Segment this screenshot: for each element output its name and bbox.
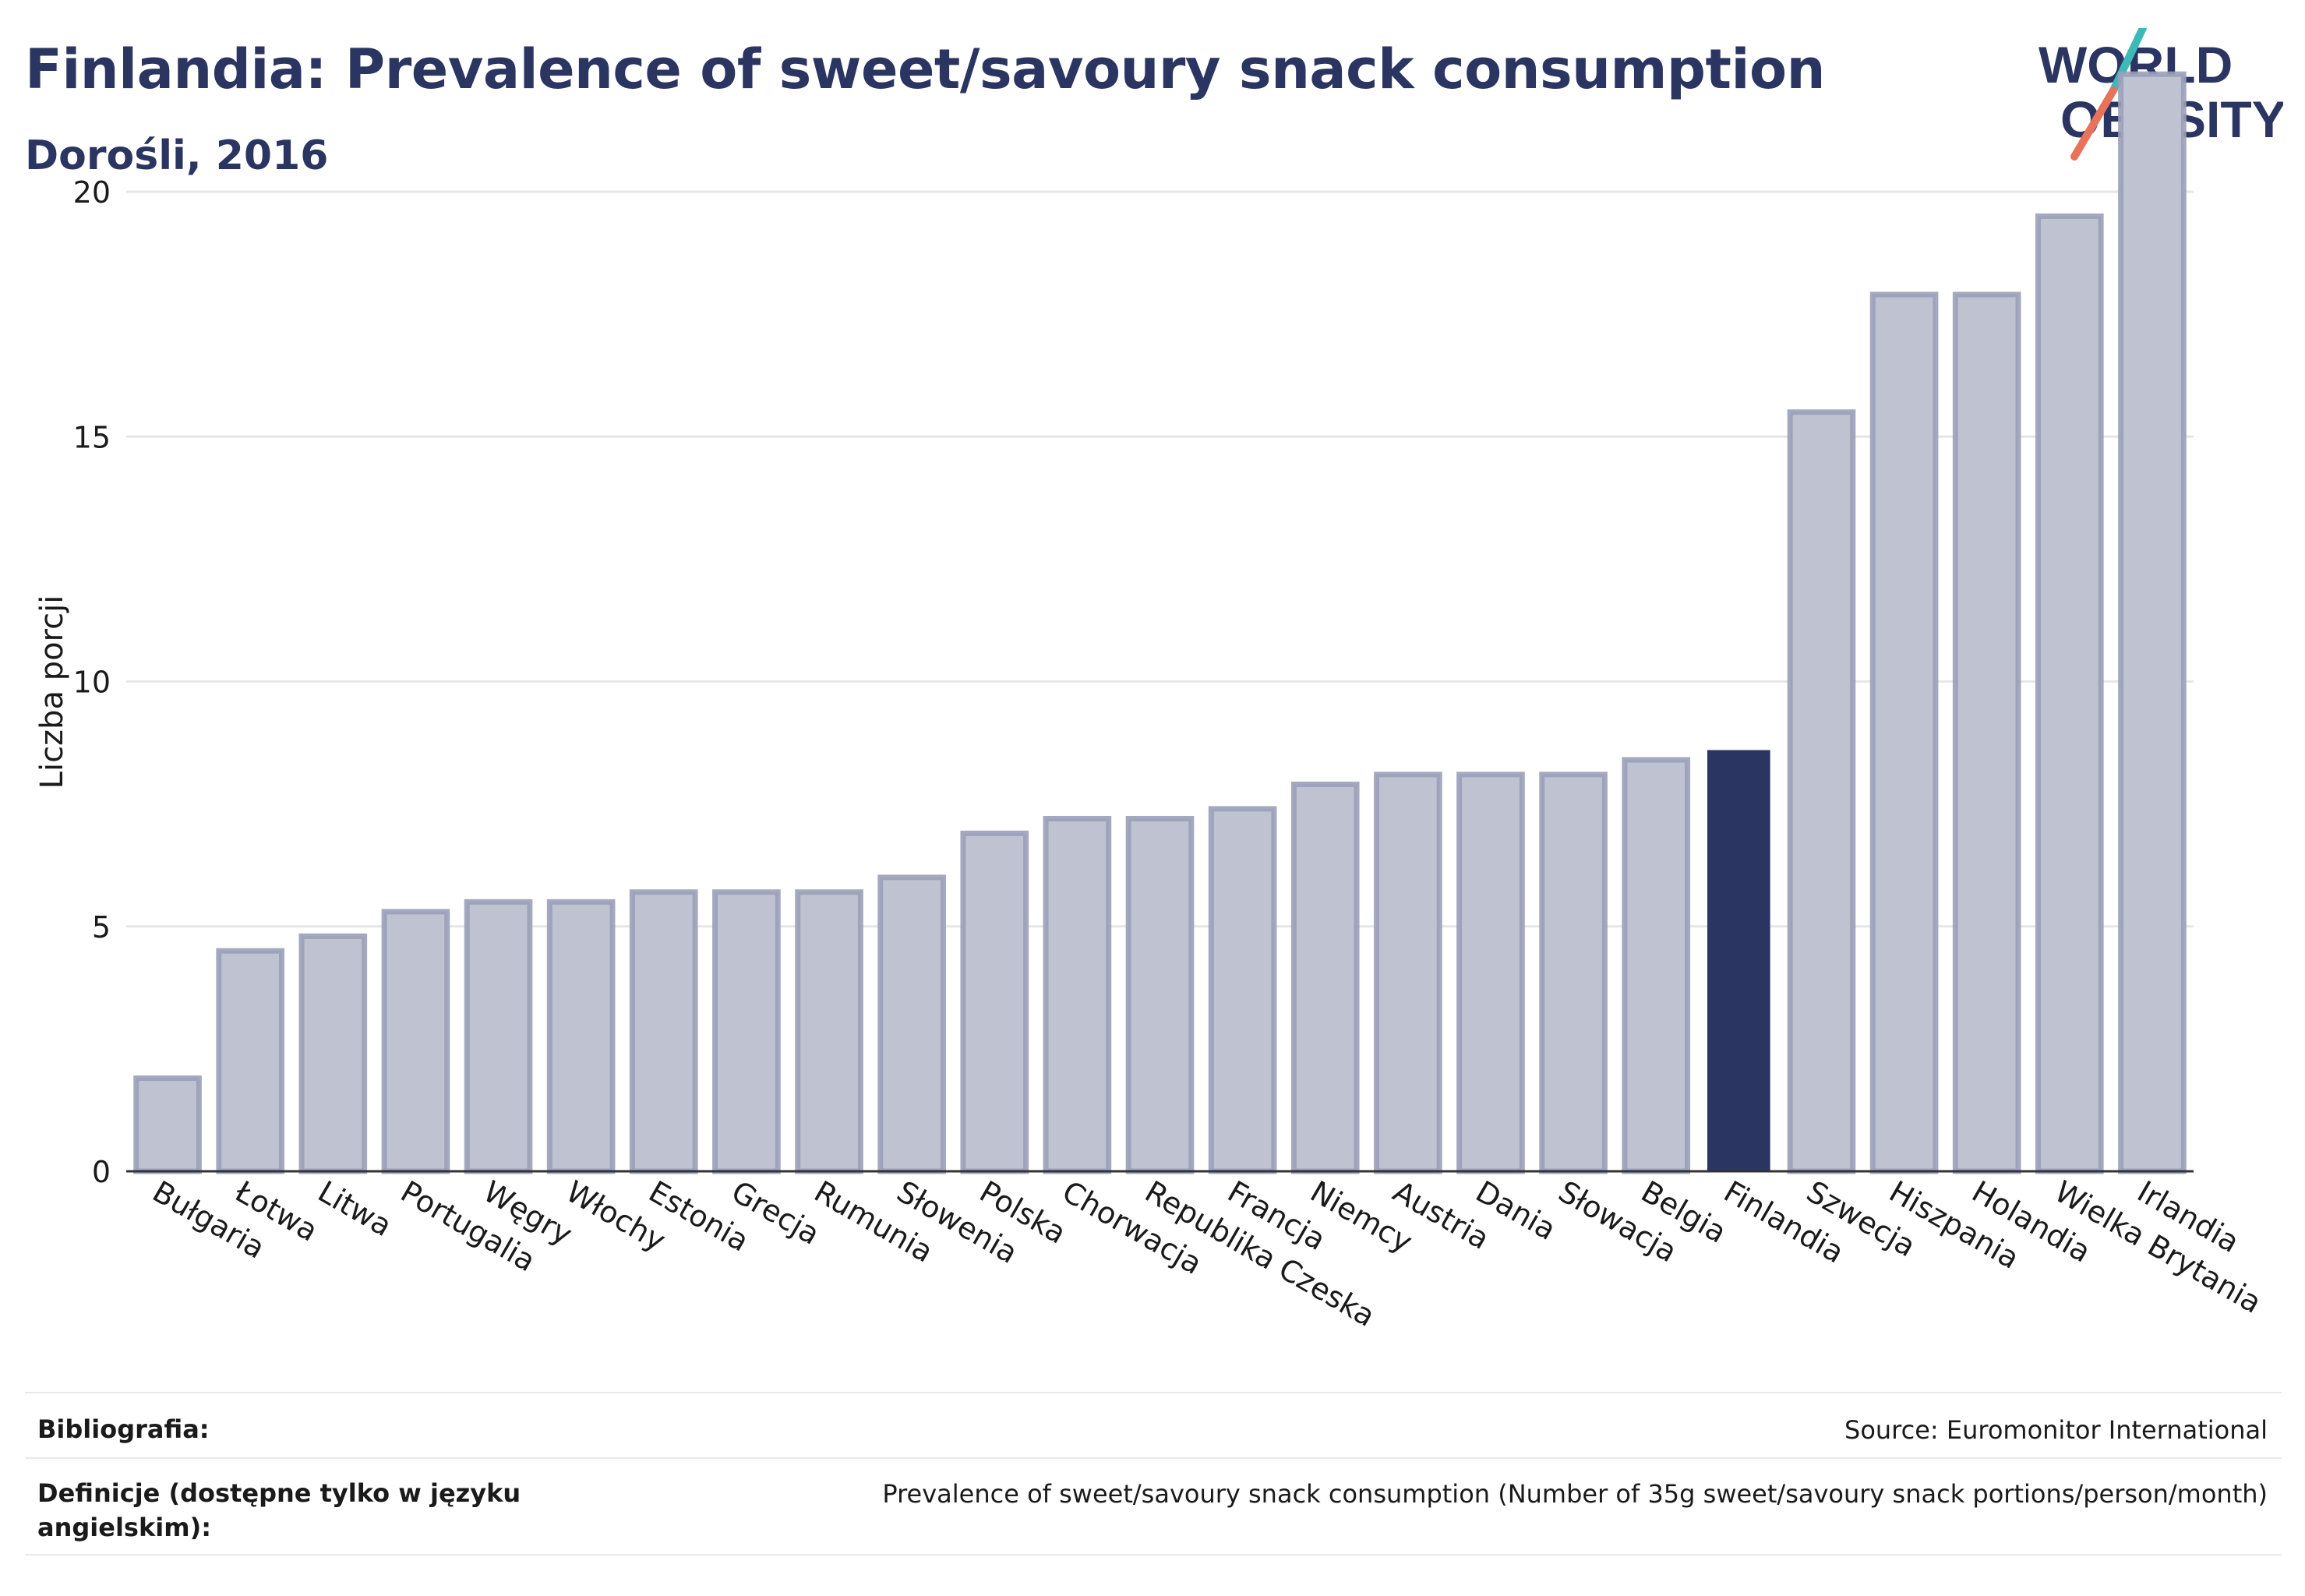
y-tick-label: 0 xyxy=(92,1155,111,1189)
y-tick-label: 15 xyxy=(73,420,111,454)
footer-divider-middle xyxy=(25,1457,2282,1459)
bar xyxy=(1290,781,1360,1174)
bar xyxy=(1374,772,1442,1174)
y-axis-title: Liczba porcji xyxy=(34,595,70,789)
bar xyxy=(1787,409,1856,1174)
bar xyxy=(1952,291,2021,1174)
footer-divider-top xyxy=(25,1392,2282,1393)
bibliography-value: Source: Euromonitor International xyxy=(1844,1415,2268,1445)
bar xyxy=(381,909,450,1174)
bar-chart: 05101520BułgariaŁotwaLitwaPortugaliaWęgr… xyxy=(34,71,2268,1333)
bar xyxy=(298,933,368,1174)
logo-red-slash xyxy=(2070,87,2117,161)
bar xyxy=(1456,772,1525,1174)
bar xyxy=(1539,772,1608,1174)
bar xyxy=(1208,806,1277,1174)
y-tick-label: 20 xyxy=(73,175,111,210)
bar xyxy=(546,899,616,1174)
bars xyxy=(133,71,2187,1174)
bar xyxy=(1622,757,1691,1174)
chart-subtitle: Dorośli, 2016 xyxy=(25,132,329,179)
bar xyxy=(629,889,698,1174)
bar xyxy=(133,1075,202,1174)
definitions-label: Definicje (dostępne tylko w języku angie… xyxy=(37,1478,521,1542)
chart-title: Finlandia: Prevalence of sweet/savoury s… xyxy=(25,37,1825,101)
y-tick-label: 5 xyxy=(92,910,111,945)
bar xyxy=(960,830,1029,1174)
bar xyxy=(712,889,781,1174)
bar xyxy=(2118,71,2187,1174)
bibliography-label: Bibliografia: xyxy=(37,1414,210,1444)
x-tick-label: Litwa xyxy=(312,1174,397,1244)
bar xyxy=(795,889,863,1174)
bar xyxy=(1125,815,1195,1174)
bar-highlight xyxy=(1707,750,1770,1171)
bar xyxy=(2035,213,2104,1174)
footer-divider-bottom xyxy=(25,1554,2282,1555)
y-tick-label: 10 xyxy=(73,666,111,700)
bar xyxy=(877,874,946,1174)
definitions-value: Prevalence of sweet/savoury snack consum… xyxy=(882,1479,2268,1509)
bar xyxy=(1043,815,1112,1174)
bar xyxy=(1869,291,1939,1174)
bar xyxy=(216,948,285,1174)
bar xyxy=(464,899,533,1174)
